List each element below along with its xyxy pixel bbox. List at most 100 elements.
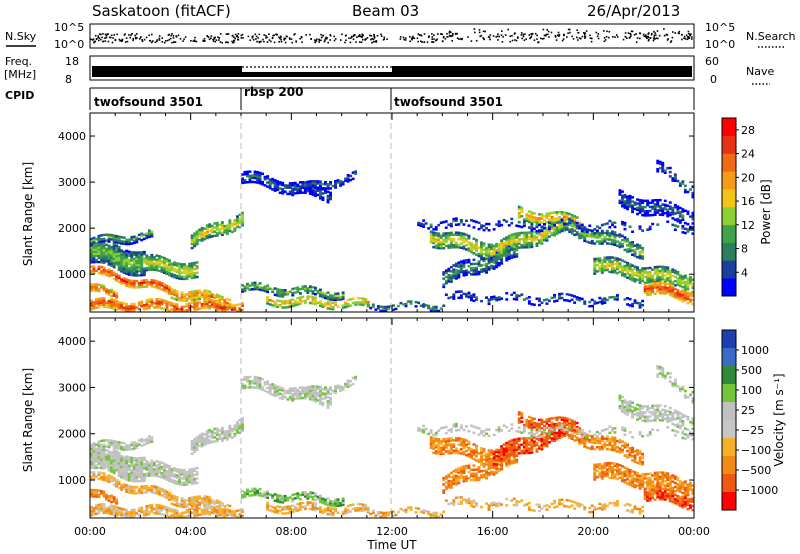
power-cell xyxy=(492,252,496,256)
power-cell xyxy=(100,299,103,302)
velocity-cell xyxy=(117,470,121,473)
nsky-dot xyxy=(655,37,658,40)
power-cell xyxy=(125,268,129,271)
power-cell xyxy=(583,300,587,303)
power-cell xyxy=(560,225,564,229)
power-cell xyxy=(185,277,189,280)
power-cell xyxy=(298,181,302,184)
power-cell xyxy=(681,275,685,278)
velocity-cell xyxy=(137,457,141,460)
power-cell xyxy=(203,304,207,308)
power-cell xyxy=(583,239,587,243)
power-cell xyxy=(520,244,524,247)
power-cell xyxy=(538,219,541,222)
power-cell xyxy=(676,211,680,215)
nsky-dot xyxy=(545,33,548,36)
power-cell xyxy=(457,233,461,237)
velocity-cell xyxy=(168,477,171,480)
power-cell xyxy=(127,240,131,244)
power-cell xyxy=(135,268,139,271)
power-cell xyxy=(492,250,496,254)
power-cell xyxy=(218,307,222,311)
power-cell xyxy=(145,305,149,308)
power-cell xyxy=(427,306,431,310)
power-cell xyxy=(225,302,229,305)
power-cell xyxy=(158,265,161,268)
velocity-cell xyxy=(241,378,244,382)
velocity-cell xyxy=(130,491,134,495)
power-cell xyxy=(296,303,300,306)
power-cell xyxy=(228,219,232,222)
power-cell xyxy=(198,232,202,236)
nsky-dot xyxy=(349,41,352,44)
nsky-dot xyxy=(252,35,254,37)
velocity-cell xyxy=(142,439,146,442)
power-cell xyxy=(683,294,687,298)
power-cell xyxy=(150,230,154,234)
power-cell xyxy=(132,279,136,283)
power-cell xyxy=(422,305,426,308)
power-cell xyxy=(500,239,504,242)
velocity-cell xyxy=(293,397,297,400)
velocity-cell xyxy=(122,475,126,478)
velocity-cell xyxy=(115,462,119,466)
power-cell xyxy=(470,242,473,245)
power-cell xyxy=(105,292,108,295)
power-cell xyxy=(535,242,539,245)
power-cell xyxy=(140,265,144,269)
power-cell xyxy=(110,254,113,257)
velocity-cell xyxy=(110,504,113,507)
power-cell xyxy=(517,231,521,235)
velocity-cell xyxy=(95,456,98,459)
power-cell xyxy=(661,281,665,285)
nsky-dot xyxy=(458,38,460,40)
power-cell xyxy=(671,223,675,227)
velocity-cell xyxy=(140,491,144,495)
power-cell xyxy=(228,306,232,309)
power-cell xyxy=(661,292,665,295)
power-cell xyxy=(208,304,212,308)
nsky-dot xyxy=(607,36,610,39)
power-cell xyxy=(158,283,161,286)
power-cell xyxy=(291,294,295,297)
nsky-dot xyxy=(484,30,486,33)
power-cell xyxy=(137,259,141,263)
velocity-cell xyxy=(97,454,101,457)
power-cell xyxy=(334,303,337,307)
power-cell xyxy=(487,268,491,271)
power-cell xyxy=(593,259,597,263)
power-cell xyxy=(439,242,443,246)
power-cell xyxy=(384,307,388,311)
power-cell xyxy=(495,249,499,252)
power-cell xyxy=(651,199,655,202)
power-cell xyxy=(495,263,499,267)
power-cell xyxy=(145,260,149,264)
velocity-cell xyxy=(100,458,103,461)
power-cell xyxy=(112,259,116,263)
power-colorbar-swatch xyxy=(722,242,736,261)
velocity-cell xyxy=(188,470,192,473)
power-cell xyxy=(563,217,566,221)
velocity-cell xyxy=(130,463,134,466)
power-cell xyxy=(472,247,476,251)
power-cell xyxy=(281,295,285,298)
power-cell xyxy=(152,268,156,271)
velocity-cell xyxy=(205,440,209,443)
power-cell xyxy=(130,285,134,289)
power-cell xyxy=(555,221,559,224)
velocity-cell xyxy=(155,505,159,509)
power-cell xyxy=(656,209,660,212)
velocity-cell xyxy=(135,465,139,468)
nsky-dot xyxy=(456,32,458,35)
nsky-dot xyxy=(324,39,326,42)
velocity-cell xyxy=(122,473,126,476)
power-cell xyxy=(376,307,380,310)
power-cell xyxy=(480,268,483,271)
power-cell xyxy=(462,263,466,267)
velocity-cell xyxy=(198,503,202,507)
velocity-cell xyxy=(92,452,96,455)
velocity-cell xyxy=(130,479,134,483)
power-cell xyxy=(618,258,622,261)
power-cell xyxy=(102,303,106,306)
power-cell xyxy=(110,302,113,305)
